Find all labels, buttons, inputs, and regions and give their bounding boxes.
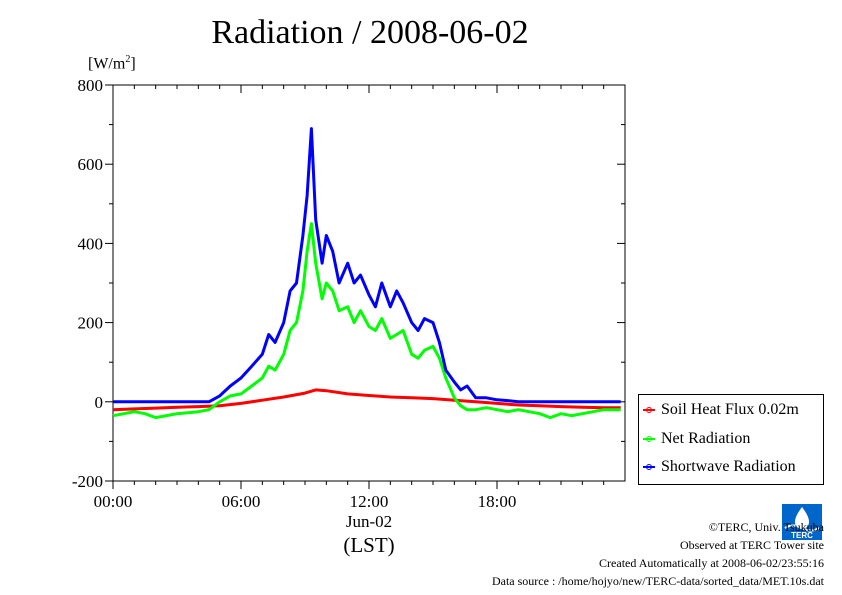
x-tick-label-0: 00:00 [94, 492, 133, 511]
x-tick-label-18: 18:00 [478, 492, 517, 511]
series-line-soil-heat-flux [112, 388, 621, 412]
legend-swatch-shortwave-radiation [643, 464, 655, 470]
x-axis-timezone-label: (LST) [343, 533, 394, 557]
legend-label-soil-heat-flux: Soil Heat Flux 0.02m [661, 401, 799, 418]
legend-label-shortwave-radiation: Shortwave Radiation [661, 458, 796, 475]
legend-swatch-net-radiation [643, 436, 655, 442]
y-tick-label-200: 200 [78, 314, 104, 333]
x-axis-date-label: Jun-02 [346, 512, 392, 531]
footer-observed: Observed at TERC Tower site [679, 538, 824, 552]
plot-frame [112, 84, 626, 482]
y-tick-label-0: 0 [95, 393, 104, 412]
legend-swatch-soil-heat-flux [643, 407, 655, 413]
y-tick-label--200: -200 [72, 472, 103, 491]
y-tick-label-800: 800 [78, 76, 104, 95]
legend-item-net-radiation: Net Radiation [643, 428, 750, 450]
legend-item-soil-heat-flux: Soil Heat Flux 0.02m [643, 399, 799, 421]
chart-legend: Soil Heat Flux 0.02m Net Radiation Short… [638, 394, 824, 485]
x-tick-label-6: 06:00 [222, 492, 261, 511]
footer-data-source: Data source : /home/hojyo/new/TERC-data/… [491, 574, 824, 588]
x-tick-label-12: 12:00 [350, 492, 389, 511]
legend-label-net-radiation: Net Radiation [661, 430, 751, 447]
y-tick-label-400: 400 [78, 234, 104, 253]
y-axis-unit: [W/m2] [88, 54, 136, 73]
series-line-net-radiation [112, 222, 621, 420]
svg-text:TERC: TERC [791, 531, 813, 540]
footer-created: Created Automatically at 2008-06-02/23:5… [599, 556, 824, 570]
footer-copyright: ©TERC, Univ. Tsukuba [708, 520, 824, 534]
series-line-shortwave-radiation [113, 127, 621, 404]
legend-item-shortwave-radiation: Shortwave Radiation [643, 456, 796, 478]
chart-title: Radiation / 2008-06-02 [211, 14, 529, 51]
terc-logo: TERC [782, 504, 822, 540]
y-tick-label-600: 600 [78, 155, 104, 174]
